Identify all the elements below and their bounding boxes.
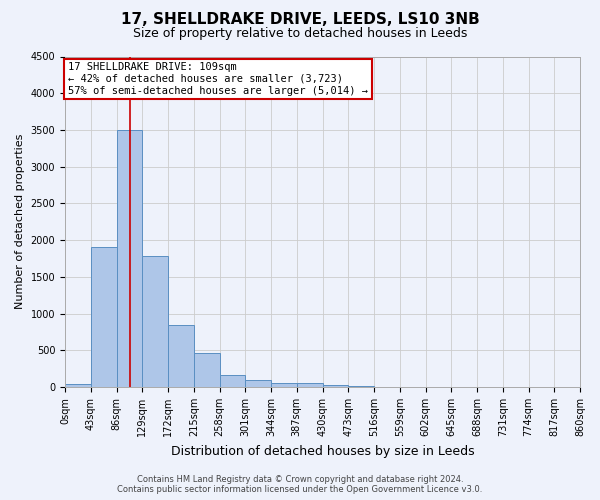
Text: Size of property relative to detached houses in Leeds: Size of property relative to detached ho… (133, 28, 467, 40)
Y-axis label: Number of detached properties: Number of detached properties (15, 134, 25, 310)
Text: 17, SHELLDRAKE DRIVE, LEEDS, LS10 3NB: 17, SHELLDRAKE DRIVE, LEEDS, LS10 3NB (121, 12, 479, 28)
Bar (116, 130, 142, 387)
X-axis label: Distribution of detached houses by size in Leeds: Distribution of detached houses by size … (171, 444, 475, 458)
Bar (220, 376, 245, 387)
Bar (297, 384, 323, 387)
Bar (245, 380, 271, 387)
Bar (194, 354, 220, 387)
Bar (348, 386, 374, 387)
Bar (142, 256, 168, 387)
Bar (323, 385, 348, 387)
Text: 17 SHELLDRAKE DRIVE: 109sqm
← 42% of detached houses are smaller (3,723)
57% of : 17 SHELLDRAKE DRIVE: 109sqm ← 42% of det… (68, 62, 368, 96)
Bar (168, 326, 194, 387)
Text: Contains HM Land Registry data © Crown copyright and database right 2024.
Contai: Contains HM Land Registry data © Crown c… (118, 474, 482, 494)
Bar (65, 384, 91, 387)
Bar (271, 382, 297, 387)
Bar (91, 248, 116, 387)
